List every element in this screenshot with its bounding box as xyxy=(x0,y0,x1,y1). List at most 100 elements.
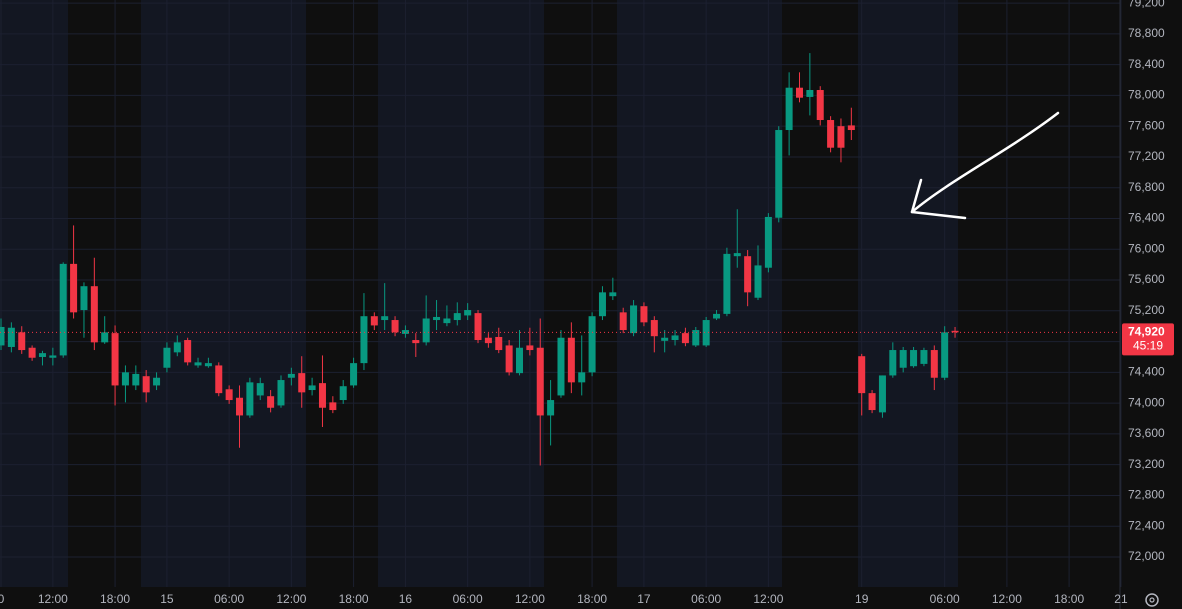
y-tick-label: 77,200 xyxy=(1128,149,1165,163)
candle-body xyxy=(59,263,67,356)
candle-body xyxy=(236,397,244,416)
y-tick-label: 76,400 xyxy=(1128,211,1165,225)
candle-body xyxy=(80,286,88,311)
last-price-box xyxy=(1122,323,1174,356)
candle-body xyxy=(412,340,420,344)
candle-body xyxy=(391,320,399,333)
settings-icon[interactable] xyxy=(1145,593,1159,607)
countdown-label: 45:19 xyxy=(1133,339,1163,353)
candle-body xyxy=(858,356,866,394)
x-tick-label: 17 xyxy=(637,592,651,606)
candle-body xyxy=(526,345,534,351)
annotation-arrow xyxy=(910,111,1060,214)
candle-body xyxy=(350,363,358,386)
sessions xyxy=(0,0,958,587)
candle-body xyxy=(723,253,731,314)
candle-body xyxy=(692,330,700,346)
candle-body xyxy=(484,337,492,344)
candle-body xyxy=(754,265,762,298)
candle-body xyxy=(816,90,824,121)
candle-body xyxy=(495,336,503,351)
candle-body xyxy=(70,263,78,313)
candle-body xyxy=(132,373,140,386)
candle-body xyxy=(588,316,596,373)
candle-body xyxy=(630,305,638,334)
candle-body xyxy=(381,316,389,321)
x-tick-label: 16 xyxy=(399,592,413,606)
y-tick-label: 72,000 xyxy=(1128,549,1165,563)
candle-body xyxy=(121,372,129,386)
candles xyxy=(0,53,1120,466)
candle-body xyxy=(360,316,368,364)
candle-body xyxy=(744,256,752,293)
candle-body xyxy=(173,342,181,353)
candle-body xyxy=(547,400,555,416)
candle-body xyxy=(775,130,783,218)
y-tick-label: 76,800 xyxy=(1128,180,1165,194)
candle-body xyxy=(516,347,523,374)
candle-body xyxy=(153,377,161,386)
y-tick-label: 77,600 xyxy=(1128,118,1165,132)
candle-body xyxy=(578,372,586,383)
y-tick-label: 78,400 xyxy=(1128,57,1165,71)
session-band xyxy=(858,0,958,587)
candle-body xyxy=(827,120,835,148)
candle-body xyxy=(401,330,409,334)
candle-body xyxy=(609,292,617,297)
y-tick-label: 75,600 xyxy=(1128,272,1165,286)
candle-body xyxy=(101,332,109,343)
y-tick-label: 73,600 xyxy=(1128,426,1165,440)
x-tick-label: 12:00 xyxy=(992,592,1022,606)
candle-body xyxy=(920,350,928,364)
candle-body xyxy=(49,355,57,358)
x-tick-label: 12:00 xyxy=(515,592,545,606)
x-tick-label: 18:00 xyxy=(577,592,607,606)
candle-body xyxy=(910,350,918,367)
candle-body xyxy=(837,126,845,148)
x-tick-label: 19 xyxy=(855,592,869,606)
candle-body xyxy=(7,327,15,347)
candle-body xyxy=(256,383,264,396)
candle-body xyxy=(713,313,721,319)
x-tick-label: 06:00 xyxy=(453,592,483,606)
y-tick-label: 72,400 xyxy=(1128,518,1165,532)
candle-body xyxy=(422,318,430,343)
candle-body xyxy=(0,326,5,346)
candle-body xyxy=(567,337,575,383)
candle-body xyxy=(267,396,275,408)
candle-body xyxy=(806,90,814,97)
x-tick-label: 18:00 xyxy=(100,592,130,606)
candle-body xyxy=(899,350,907,368)
candle-body xyxy=(163,347,171,368)
x-tick-label: 06:00 xyxy=(691,592,721,606)
candle-body xyxy=(246,382,254,416)
candle-body xyxy=(38,353,46,357)
session-band xyxy=(0,0,68,587)
y-tick-label: 78,000 xyxy=(1128,88,1165,102)
candle-body xyxy=(142,376,150,393)
candle-body xyxy=(619,312,627,331)
candle-body xyxy=(557,337,565,396)
settings-gear[interactable] xyxy=(1145,593,1159,607)
session-band xyxy=(141,0,306,587)
candle-body xyxy=(298,373,306,393)
candle-body xyxy=(868,393,876,411)
candle-body xyxy=(878,375,886,413)
annotation-arrowhead xyxy=(910,178,967,220)
candle-body xyxy=(287,373,295,378)
session-band xyxy=(617,0,782,587)
x-tick-label: 15 xyxy=(160,592,174,606)
candle-body xyxy=(184,340,192,363)
x-tick-label: 18:00 xyxy=(339,592,369,606)
candle-body xyxy=(702,320,710,346)
candle-body xyxy=(681,333,689,344)
candle-body xyxy=(650,320,658,337)
settings-gear-center[interactable] xyxy=(1149,597,1155,603)
candle-body xyxy=(370,316,378,326)
candle-body xyxy=(277,380,285,406)
candle-body xyxy=(941,332,949,378)
candle-body xyxy=(111,333,119,386)
candle-body xyxy=(318,383,326,408)
